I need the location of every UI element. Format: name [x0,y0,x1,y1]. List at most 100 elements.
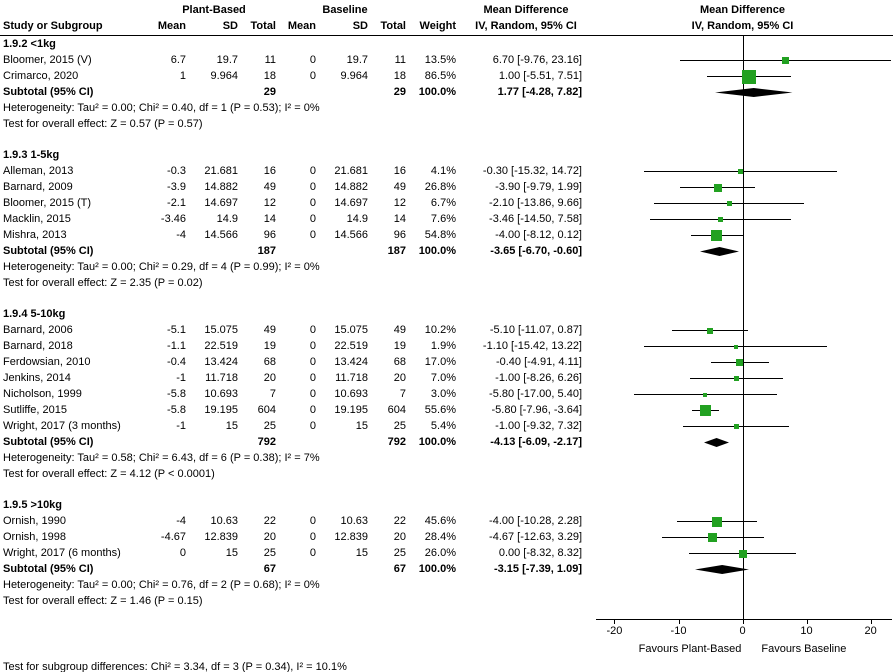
baseline-total-value: 96 [393,229,406,241]
ci-value: -5.80 [-17.00, 5.40] [489,388,582,400]
ci-value: 1.77 [-4.28, 7.82] [497,86,582,98]
plot-cell [592,450,893,466]
study-name: Barnard, 2009 [3,181,73,193]
study-name: Wright, 2017 (6 months) [3,547,121,559]
effect-marker [733,344,738,349]
weight-value: 6.7% [430,197,456,209]
spacer-row [0,132,893,147]
weight-value: 7.0% [430,372,456,384]
ci-value: -4.13 [-6.09, -2.17] [490,436,582,448]
subtotal-row: Subtotal (95% CI) 67 67 100.0% -3.15 [-7.39,… [0,561,893,577]
overall-effect-row: Test for overall effect: Z = 0.57 (P = 0… [0,116,893,132]
weight-value: 100.0% [418,436,456,448]
favours-left-label: Favours Plant-Based [638,643,742,655]
total-value: 187 [257,245,276,257]
study-name: Ferdowsian, 2010 [3,356,91,368]
baseline-sd-value: 14.882 [334,181,368,193]
sd-value: 14.9 [216,213,238,225]
plot-cell [592,179,893,195]
subgroup-title-row: 1.9.3 1-5kg [0,147,893,163]
effect-marker [726,201,732,206]
baseline-total-value: 14 [393,213,406,225]
subtotal-diamond [715,88,793,97]
baseline-mean-column-header: Mean [287,20,316,32]
plot-cell [592,147,893,163]
plot-cell [592,195,893,211]
baseline-sd-value: 13.424 [334,356,368,368]
subgroup-title-row-text: 1.9.5 >10kg [3,499,63,511]
sd-value: 13.424 [204,356,238,368]
baseline-sd-value: 21.681 [334,165,368,177]
baseline-total-value: 20 [393,372,406,384]
plot-cell [592,291,893,306]
baseline-total-value: 187 [387,245,406,257]
weight-value: 55.6% [424,404,456,416]
overall-effect-row-text: Test for overall effect: Z = 4.12 (P < 0… [3,468,215,480]
effect-marker [736,359,744,366]
favours-right-label: Favours Baseline [761,643,847,655]
subtotal-label: Subtotal (95% CI) [3,436,94,448]
plot-cell [592,434,893,450]
axis-tick-label: 20 [864,625,877,637]
baseline-total-value: 25 [393,547,406,559]
effect-marker [699,405,711,416]
plot-cell [592,275,893,291]
mean-value: -0.3 [167,165,186,177]
baseline-sd-value: 9.964 [340,70,368,82]
zero-line [742,259,744,275]
baseline-sd-value: 11.718 [335,372,368,384]
sd-value: 11.718 [205,372,238,384]
total-value: 96 [263,229,276,241]
spacer-row [0,609,893,619]
total-value: 20 [263,531,276,543]
total-value: 22 [263,515,276,527]
mean-value: 1 [179,70,186,82]
baseline-total-value: 49 [393,181,406,193]
weight-value: 3.0% [430,388,456,400]
mean-value: 0 [179,547,186,559]
header-group-row: Plant-Based Baseline Mean Difference Mea… [0,2,893,18]
weight-value: 86.5% [424,70,456,82]
plot-cell [592,386,893,402]
plot-cell [592,306,893,322]
sd-value: 9.964 [210,70,238,82]
study-name: Macklin, 2015 [3,213,71,225]
zero-line [742,132,744,147]
plot-cell [592,52,893,68]
study-name: Sutliffe, 2015 [3,404,68,416]
mean-value: 6.7 [170,54,186,66]
weight-value: 26.0% [424,547,456,559]
baseline-total-value: 67 [393,563,406,575]
baseline-total-value: 20 [393,531,406,543]
zero-line [742,306,744,322]
subtotal-label: Subtotal (95% CI) [3,86,94,98]
total-value: 19 [263,340,276,352]
baseline-total-value: 7 [399,388,406,400]
baseline-sd-value: 10.63 [340,515,368,527]
effect-marker [711,230,723,241]
subgroup-differences-note: Test for subgroup differences: Chi² = 3.… [3,661,347,672]
overall-effect-row: Test for overall effect: Z = 4.12 (P < 0… [0,466,893,482]
plot-cell [592,402,893,418]
baseline-mean-value: 0 [309,181,316,193]
ci-value: 0.00 [-8.32, 8.32] [498,547,582,559]
heterogeneity-row: Heterogeneity: Tau² = 0.00; Chi² = 0.76,… [0,577,893,593]
plot-cell [592,163,893,179]
baseline-sd-value: 19.195 [334,404,368,416]
group-header-plant-based: Plant-Based [182,4,246,16]
ci-value: -4.00 [-8.12, 0.12] [495,229,582,241]
subgroup-title-row: 1.9.5 >10kg [0,497,893,513]
baseline-total-value: 49 [393,324,406,336]
zero-line [742,577,744,593]
study-row: Mishra, 2013 -4 14.566 96 0 14.566 96 54.8% -4.0… [0,227,893,243]
baseline-total-value: 11 [394,54,406,66]
plot-cell [592,100,893,116]
study-row: Macklin, 2015 -3.46 14.9 14 0 14.9 14 7.6% -3.46… [0,211,893,227]
baseline-mean-value: 0 [309,213,316,225]
sd-value: 14.566 [204,229,238,241]
weight-value: 4.1% [430,165,456,177]
zero-line [742,243,744,259]
mean-difference-text-header: Mean Difference [483,4,569,16]
effect-marker [738,169,744,174]
baseline-sd-value: 15.075 [334,324,368,336]
